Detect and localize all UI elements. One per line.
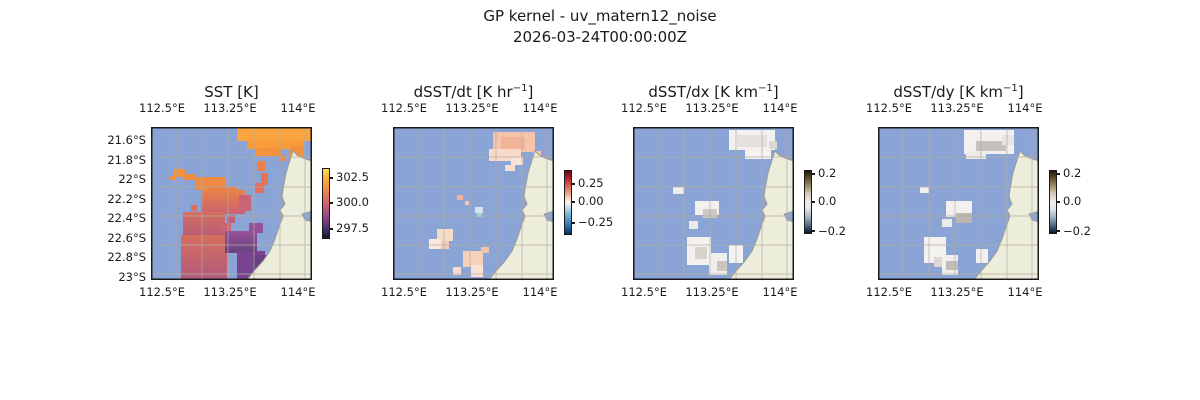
y-tick: 21.6°S	[107, 133, 146, 147]
x-ticks-top: 112.5°E 113.25°E 114°E	[381, 101, 557, 115]
colorbar-tick-label: −0.2	[1063, 224, 1091, 238]
x-tick: 112.5°E	[381, 285, 427, 299]
map-dsst-dt	[393, 127, 554, 280]
x-tick: 113.25°E	[445, 285, 499, 299]
colorbar-tickmark	[571, 222, 575, 224]
x-tick: 113.25°E	[685, 101, 739, 115]
map-border	[633, 127, 794, 280]
gridlines	[393, 127, 554, 280]
figure-title: GP kernel - uv_matern12_noise	[483, 7, 717, 25]
colorbar-tickmark	[329, 202, 333, 204]
colorbar-tickmark	[1056, 173, 1060, 175]
colorbar-tickmark	[811, 230, 815, 232]
x-tick: 112.5°E	[621, 285, 667, 299]
dsst-dx-data-patches	[673, 130, 777, 275]
colorbar-tickmark	[329, 228, 333, 230]
y-tick: 22.2°S	[107, 191, 146, 206]
y-tick: 22.6°S	[107, 230, 146, 245]
colorbar-tickmark	[571, 183, 575, 185]
x-tick: 114°E	[280, 101, 316, 115]
colorbar-dsst-dt	[564, 170, 572, 235]
panel-title: SST [K]	[204, 83, 259, 101]
panel-title: dSST/dt [K hr−1]	[413, 83, 534, 101]
colorbar-tick-label: 0.2	[1063, 166, 1082, 180]
colorbar-tick-label: 302.5	[336, 170, 369, 184]
gridlines	[878, 127, 1039, 280]
x-tick: 113.25°E	[930, 101, 984, 115]
x-tick: 114°E	[1007, 101, 1043, 115]
x-tick: 113.25°E	[203, 101, 257, 115]
x-ticks-top: 112.5°E 113.25°E 114°E	[866, 101, 1042, 115]
map-border	[878, 127, 1039, 280]
colorbar-tick-label: 300.0	[336, 195, 369, 209]
panel-sst: SST [K] 112.5°E 113.25°E 114°E	[139, 0, 369, 340]
y-tick: 22.8°S	[107, 250, 146, 264]
colorbar-tick-label: 0.0	[1063, 194, 1082, 208]
map-dsst-dx	[633, 127, 794, 280]
y-tick: 21.8°S	[107, 152, 146, 167]
x-tick: 114°E	[522, 285, 558, 299]
x-ticks-top: 112.5°E 113.25°E 114°E	[139, 101, 315, 115]
map-border	[393, 127, 554, 280]
x-tick: 114°E	[522, 101, 558, 115]
map-dsst-dy	[878, 127, 1039, 280]
gridlines	[633, 127, 794, 280]
gridlines	[151, 127, 312, 280]
x-ticks-bottom: 112.5°E 113.25°E 114°E	[866, 285, 1042, 299]
x-tick: 112.5°E	[621, 101, 667, 115]
x-tick: 113.25°E	[203, 285, 257, 299]
colorbar-tickmark	[1056, 230, 1060, 232]
colorbar-tick-label: 0.25	[578, 176, 604, 190]
x-ticks-bottom: 112.5°E 113.25°E 114°E	[139, 285, 315, 299]
x-ticks-bottom: 112.5°E 113.25°E 114°E	[621, 285, 797, 299]
panel-dsst-dy: dSST/dy [K km−1] 112.5°E 113.25°E 114°E	[866, 0, 1091, 340]
dsst-dy-data-patches	[920, 130, 1014, 275]
x-ticks-bottom: 112.5°E 113.25°E 114°E	[381, 285, 557, 299]
colorbar-tick-label: −0.25	[578, 215, 614, 229]
x-tick: 113.25°E	[930, 285, 984, 299]
colorbar-tick-label: 0.2	[818, 166, 837, 180]
x-tick: 114°E	[1007, 285, 1043, 299]
colorbar-sst	[322, 168, 330, 239]
y-axis-tick-labels: 21.6°S 21.8°S 22°S 22.2°S 22.4°S 22.6°S …	[58, 0, 146, 340]
x-tick: 112.5°E	[866, 101, 912, 115]
panel-dsst-dx: dSST/dx [K km−1] 112.5°E 113.25°E 114°E	[621, 0, 846, 340]
x-tick: 113.25°E	[685, 285, 739, 299]
sst-data-patches	[170, 127, 312, 280]
figure-timestamp: 2026-03-24T00:00:00Z	[513, 28, 687, 46]
y-tick: 22°S	[118, 172, 146, 186]
colorbar-tick-label: −0.2	[818, 224, 846, 238]
panel-title: dSST/dx [K km−1]	[648, 83, 779, 101]
x-tick: 112.5°E	[381, 101, 427, 115]
colorbar-tick-label: 0.00	[578, 194, 604, 208]
colorbar-tickmark	[811, 173, 815, 175]
map-sst	[151, 127, 312, 280]
colorbar-tick-label: 297.5	[336, 221, 369, 235]
panel-title: dSST/dy [K km−1]	[893, 83, 1024, 101]
colorbar-tickmark	[329, 177, 333, 179]
y-tick: 22.4°S	[107, 211, 146, 225]
x-tick: 112.5°E	[866, 285, 912, 299]
colorbar-tickmark	[571, 201, 575, 203]
x-tick: 114°E	[762, 101, 798, 115]
x-ticks-top: 112.5°E 113.25°E 114°E	[621, 101, 797, 115]
y-tick: 23°S	[118, 269, 146, 284]
x-tick: 113.25°E	[445, 101, 499, 115]
x-tick: 112.5°E	[139, 285, 185, 299]
x-tick: 112.5°E	[139, 101, 185, 115]
colorbar-tick-label: 0.0	[818, 194, 837, 208]
x-tick: 114°E	[762, 285, 798, 299]
panel-dsst-dt: dSST/dt [K hr−1] 112.5°E 113.25°E 114°E	[381, 0, 613, 340]
map-border	[151, 127, 312, 280]
x-tick: 114°E	[280, 285, 316, 299]
colorbar-tickmark	[1056, 201, 1060, 203]
colorbar-tickmark	[811, 201, 815, 203]
